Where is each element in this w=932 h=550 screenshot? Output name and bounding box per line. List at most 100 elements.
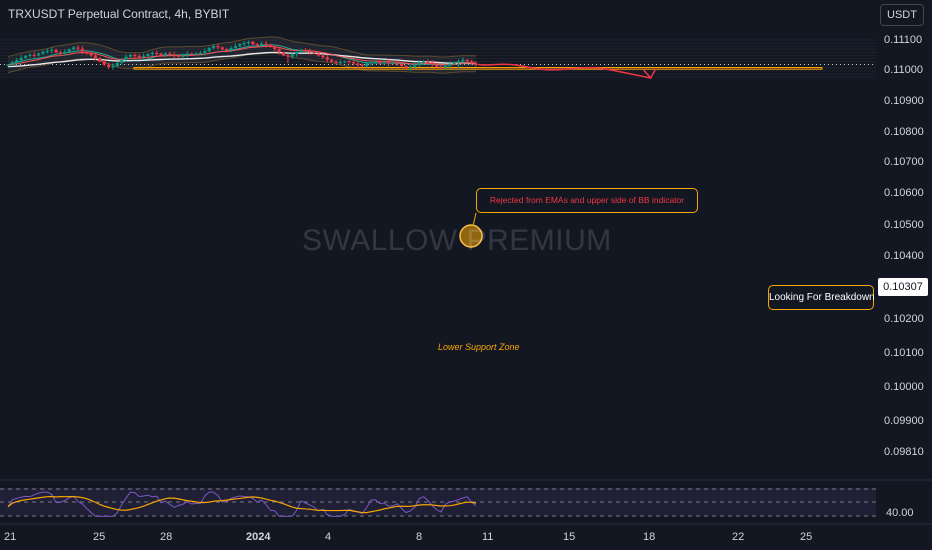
candle-body	[229, 48, 233, 51]
candle-body	[316, 53, 321, 56]
support-zone	[133, 67, 823, 248]
rsi-ma-line	[7, 495, 477, 514]
date-tick: 18	[643, 531, 656, 543]
candle-body	[50, 49, 54, 51]
candle-body	[286, 55, 290, 57]
candle-body	[461, 59, 465, 62]
date-tick: 8	[416, 531, 423, 543]
candle-body	[264, 43, 268, 45]
candle-body	[220, 47, 224, 50]
date-tick: 25	[800, 531, 813, 543]
price-tick: 0.10700	[884, 156, 924, 168]
candle-body	[58, 52, 63, 54]
candle-body	[28, 54, 32, 57]
candle-body	[404, 65, 408, 68]
candle-body	[181, 55, 185, 57]
candle-body	[413, 64, 417, 67]
candle-body	[421, 61, 426, 63]
candle-body	[470, 61, 474, 64]
rsi-pane	[0, 479, 932, 525]
candle-body	[194, 53, 198, 55]
candle-body	[6, 64, 10, 66]
candle-body	[365, 63, 369, 66]
candle-body	[299, 49, 303, 52]
candle-body	[190, 53, 194, 55]
candle-body	[133, 54, 137, 57]
price-tick: 0.10400	[884, 250, 924, 262]
candle-body	[198, 52, 203, 54]
candle-body	[19, 57, 23, 61]
candle-body	[452, 62, 456, 65]
candle-body	[85, 51, 89, 54]
candle-body	[281, 52, 286, 56]
candle-body	[15, 60, 19, 63]
date-tick: 15	[563, 531, 576, 543]
candle-body	[216, 46, 220, 48]
candle-body	[80, 48, 84, 52]
candle-body	[290, 54, 294, 57]
candle-body	[146, 54, 150, 57]
forecast-path	[477, 63, 657, 80]
date-tick: 25	[93, 531, 106, 543]
candle-body	[408, 66, 412, 68]
candle-body	[439, 66, 443, 68]
candle-body	[163, 53, 168, 56]
date-tick: 28	[160, 531, 173, 543]
candle-body	[303, 49, 308, 52]
candle-body	[400, 64, 404, 66]
candle-body	[23, 56, 28, 58]
rsi-value-label: 40.00	[886, 507, 914, 519]
candle-body	[343, 61, 347, 63]
candle-body	[63, 51, 67, 54]
candle-body	[120, 59, 124, 63]
candle-body	[111, 65, 115, 68]
candle-body	[273, 46, 277, 50]
price-tick: 0.10100	[884, 347, 924, 359]
candle-body	[168, 53, 172, 55]
candle-body	[474, 63, 478, 65]
ema-long	[7, 51, 477, 68]
rejection-callout: Rejected from EMAs and upper side of BB …	[476, 188, 698, 213]
candlestick-series	[6, 40, 478, 71]
candle-body	[456, 61, 461, 63]
candle-body	[321, 55, 325, 58]
rejection-marker	[459, 224, 483, 248]
candle-body	[93, 55, 98, 58]
candle-body	[185, 53, 189, 56]
candle-body	[155, 52, 159, 54]
price-tick: 0.11000	[884, 64, 923, 76]
price-tick: 0.11100	[884, 34, 923, 46]
forecast-curve	[477, 63, 651, 79]
candle-body	[435, 64, 439, 67]
chart-title: TRXUSDT Perpetual Contract, 4h, BYBIT	[8, 7, 230, 21]
candle-body	[225, 49, 229, 51]
candle-body	[312, 52, 316, 54]
candle-body	[54, 49, 58, 53]
candle-body	[268, 44, 273, 47]
candle-body	[45, 50, 49, 52]
price-tick: 0.10900	[884, 95, 924, 107]
candle-body	[295, 51, 299, 55]
candle-body	[203, 51, 207, 53]
candle-body	[172, 54, 176, 56]
candle-body	[378, 61, 382, 63]
candle-body	[72, 47, 76, 50]
candle-body	[115, 62, 119, 66]
candle-body	[233, 46, 238, 49]
date-tick: 21	[4, 531, 17, 543]
forecast-arrowhead	[643, 68, 657, 80]
rejection-pointer	[472, 212, 477, 227]
date-tick: 4	[325, 531, 332, 543]
candle-body	[37, 53, 41, 56]
candle-body	[277, 49, 281, 53]
candle-body	[325, 57, 329, 60]
candle-body	[98, 57, 102, 62]
price-tick: 0.09900	[884, 415, 924, 427]
candle-body	[360, 64, 364, 66]
candle-body	[251, 41, 255, 45]
currency-button[interactable]: USDT	[880, 4, 924, 26]
date-tick: 11	[482, 531, 494, 543]
candle-body	[76, 47, 80, 49]
candle-body	[128, 54, 133, 57]
